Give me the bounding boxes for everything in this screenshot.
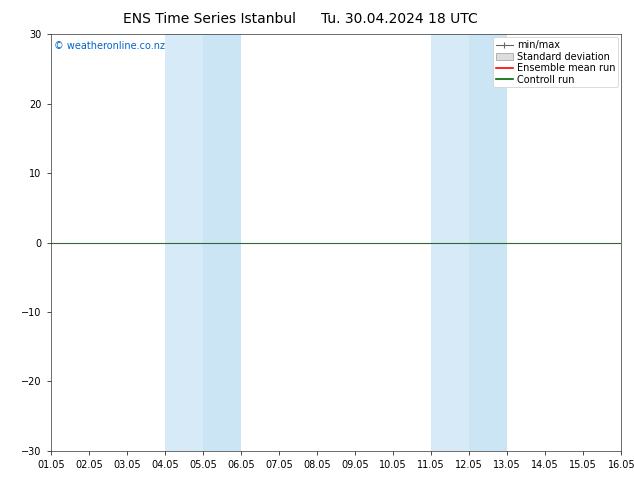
Bar bbox=[469, 34, 507, 451]
Text: Tu. 30.04.2024 18 UTC: Tu. 30.04.2024 18 UTC bbox=[321, 12, 478, 26]
Bar bbox=[203, 34, 241, 451]
Legend: min/max, Standard deviation, Ensemble mean run, Controll run: min/max, Standard deviation, Ensemble me… bbox=[493, 37, 618, 87]
Bar bbox=[431, 34, 469, 451]
Text: © weatheronline.co.nz: © weatheronline.co.nz bbox=[53, 41, 165, 50]
Bar bbox=[165, 34, 203, 451]
Text: ENS Time Series Istanbul: ENS Time Series Istanbul bbox=[123, 12, 295, 26]
